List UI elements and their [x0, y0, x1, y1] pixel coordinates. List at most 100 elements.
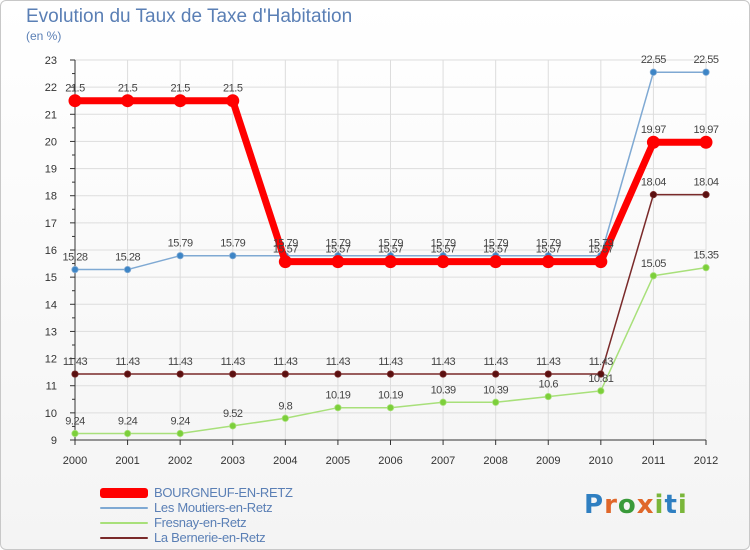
y-tick-label: 23: [45, 55, 57, 67]
data-label-moutiers: 22.55: [641, 54, 666, 66]
data-label-moutiers: 15.79: [378, 238, 403, 250]
proxiti-logo: Proxiti: [584, 490, 688, 520]
data-label-bourgneuf: 15.57: [536, 244, 561, 256]
label-layer: 21.5 21.5 21.5 21.5 15.57 15.57 15.57 15.57 15.5…: [62, 54, 719, 427]
legend-item-fresnay: Fresnay-en-Retz: [100, 515, 293, 530]
y-tick-label: 11: [46, 381, 57, 393]
x-tick-label: 2004: [273, 455, 297, 467]
x-tick-label: 2009: [536, 455, 560, 467]
data-point-bourgneuf: [436, 255, 450, 269]
data-point-fresnay: [229, 422, 237, 430]
data-point-moutiers: [229, 252, 237, 260]
data-point-bernerie: [702, 191, 710, 199]
logo-letter: x: [636, 490, 655, 520]
data-label-moutiers: 15.79: [431, 238, 456, 250]
y-tick-label: 18: [45, 191, 57, 203]
data-point-bernerie: [649, 191, 658, 199]
x-tick-label: 2010: [589, 455, 613, 467]
data-label-moutiers: 15.28: [62, 252, 87, 264]
data-point-bourgneuf: [278, 255, 292, 269]
data-label-fresnay: 9.24: [170, 415, 190, 427]
x-tick-label: 2005: [326, 455, 350, 467]
data-label-moutiers: 22.55: [693, 54, 718, 66]
data-label-fresnay: 9.24: [65, 415, 85, 427]
y-tick-label: 16: [45, 245, 57, 257]
data-point-bourgneuf: [173, 94, 187, 108]
x-tick-label: 2003: [221, 455, 245, 467]
data-label-bernerie: 11.43: [63, 356, 88, 368]
y-tick-label: 9: [51, 435, 57, 447]
logo-letter: i: [654, 490, 665, 520]
x-tick-label: 2007: [431, 455, 455, 467]
data-label-bernerie: 11.43: [326, 356, 351, 368]
data-label-bernerie: 11.43: [168, 356, 193, 368]
data-point-bernerie: [123, 370, 132, 378]
data-label-moutiers: 15.79: [273, 238, 298, 250]
legend-label-bourgneuf: BOURGNEUF-EN-RETZ: [154, 485, 293, 500]
data-label-fresnay: 15.05: [641, 258, 666, 270]
data-point-bourgneuf: [68, 94, 82, 108]
unit-label: (en %): [26, 29, 62, 43]
data-label-bourgneuf: 15.57: [273, 244, 298, 256]
data-label-bourgneuf: 15.57: [483, 244, 508, 256]
data-point-fresnay: [439, 398, 447, 406]
data-label-bernerie: 11.43: [536, 356, 561, 368]
data-label-bourgneuf: 21.5: [65, 83, 85, 95]
data-point-fresnay: [544, 392, 552, 401]
data-label-fresnay: 10.39: [483, 384, 508, 396]
data-label-moutiers: 15.79: [220, 238, 245, 250]
data-point-bernerie: [71, 370, 79, 378]
data-point-fresnay: [702, 264, 710, 272]
x-tick-label: 2012: [694, 455, 718, 467]
data-label-fresnay: 10.19: [325, 390, 350, 402]
data-point-fresnay: [649, 272, 658, 280]
data-label-bernerie: 11.43: [589, 356, 614, 368]
data-point-fresnay: [176, 429, 184, 438]
data-point-bourgneuf: [646, 135, 660, 149]
data-point-fresnay: [386, 404, 395, 412]
data-point-bernerie: [439, 370, 447, 378]
data-label-bourgneuf: 19.97: [641, 124, 666, 136]
series-layer: [68, 68, 713, 438]
data-label-bernerie: 11.43: [221, 356, 246, 368]
data-label-bernerie: 18.04: [641, 177, 666, 189]
legend-swatch-bourgneuf: [100, 487, 148, 498]
data-point-bourgneuf: [489, 255, 503, 269]
data-point-bourgneuf: [331, 255, 345, 269]
x-tick-label: 2001: [115, 455, 139, 467]
legend-swatch-fresnay: [100, 521, 148, 524]
data-label-fresnay: 10.39: [431, 384, 456, 396]
legend-swatch-moutiers: [100, 506, 148, 509]
y-tick-label: 14: [45, 299, 57, 311]
data-point-bourgneuf: [699, 135, 713, 149]
data-label-bourgneuf: 15.57: [378, 244, 403, 256]
x-tick-label: 2000: [63, 455, 87, 467]
data-label-bernerie: 11.43: [484, 356, 509, 368]
data-label-fresnay: 15.35: [693, 250, 718, 262]
data-point-moutiers: [702, 68, 710, 76]
data-label-bernerie: 11.43: [431, 356, 456, 368]
y-tick-label: 17: [45, 218, 57, 230]
data-label-fresnay: 10.19: [378, 390, 403, 402]
x-tick-label: 2008: [483, 455, 507, 467]
data-label-moutiers: 15.28: [115, 252, 140, 264]
legend-item-bernerie: La Bernerie-en-Retz: [100, 530, 293, 545]
data-point-bourgneuf: [226, 94, 240, 108]
data-point-moutiers: [649, 68, 658, 76]
data-label-bourgneuf: 15.57: [325, 244, 350, 256]
data-point-bourgneuf: [541, 255, 555, 269]
data-point-bourgneuf: [384, 255, 397, 269]
data-point-fresnay: [334, 404, 342, 412]
legend: BOURGNEUF-EN-RETZ Les Moutiers-en-Retz F…: [100, 485, 293, 545]
legend-item-bourgneuf: BOURGNEUF-EN-RETZ: [100, 485, 293, 500]
data-label-bernerie: 11.43: [378, 356, 403, 368]
logo-letter: r: [604, 490, 618, 520]
y-tick-label: 10: [45, 408, 57, 420]
data-label-moutiers: 15.79: [325, 238, 350, 250]
data-point-bernerie: [544, 370, 552, 378]
data-point-bernerie: [281, 370, 289, 378]
data-label-fresnay: 10.6: [539, 379, 559, 391]
logo-letter: P: [584, 490, 605, 520]
data-label-moutiers: 15.79: [536, 238, 561, 250]
